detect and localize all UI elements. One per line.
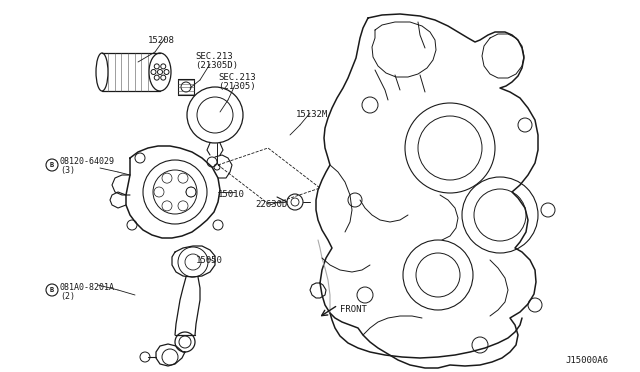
Text: 15010: 15010	[218, 190, 245, 199]
Text: 15050: 15050	[196, 256, 223, 265]
Text: B: B	[50, 287, 54, 293]
Text: 22630D: 22630D	[255, 200, 287, 209]
Text: (3): (3)	[60, 167, 75, 176]
Text: FRONT: FRONT	[340, 305, 367, 314]
Text: (21305D): (21305D)	[195, 61, 238, 70]
Text: SEC.213: SEC.213	[218, 73, 255, 82]
Text: 15132M: 15132M	[296, 110, 328, 119]
Text: J15000A6: J15000A6	[565, 356, 608, 365]
Text: 08120-64029: 08120-64029	[60, 157, 115, 167]
Text: 081A0-8201A: 081A0-8201A	[60, 282, 115, 292]
Text: B: B	[50, 162, 54, 168]
Text: (2): (2)	[60, 292, 75, 301]
Text: SEC.213: SEC.213	[195, 52, 232, 61]
Text: (21305): (21305)	[218, 82, 255, 91]
Text: 15208: 15208	[148, 36, 175, 45]
